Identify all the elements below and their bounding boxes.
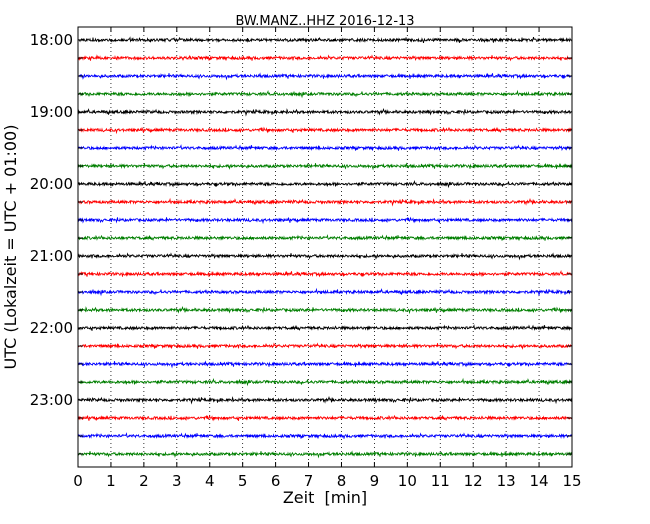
y-tick-label: 22:00 bbox=[30, 319, 73, 337]
x-tick-label: 4 bbox=[205, 472, 215, 490]
x-tick-label: 11 bbox=[431, 472, 450, 490]
trace-line bbox=[77, 89, 573, 99]
y-tick-label: 20:00 bbox=[30, 175, 73, 193]
trace-line bbox=[77, 234, 573, 241]
x-tick-label: 13 bbox=[497, 472, 516, 490]
trace-line bbox=[77, 395, 573, 405]
trace-line bbox=[77, 216, 573, 225]
x-axis-label: Zeit [min] bbox=[283, 488, 367, 507]
x-tick-label: 10 bbox=[398, 472, 417, 490]
trace-line bbox=[77, 144, 573, 152]
seismogram-traces bbox=[77, 36, 573, 459]
grid-lines bbox=[110, 27, 540, 467]
x-tick-label: 2 bbox=[139, 472, 149, 490]
y-tick-label: 23:00 bbox=[30, 391, 73, 409]
plot-frame bbox=[77, 26, 573, 468]
x-tick-label: 3 bbox=[172, 472, 182, 490]
trace-line bbox=[77, 360, 573, 369]
x-tick-label: 8 bbox=[337, 472, 347, 490]
trace-line bbox=[77, 287, 573, 297]
trace-line bbox=[77, 414, 573, 422]
axis-ticks: 0 1 2 3 4 5 6 7 8 9 10 11 12 13 14 1518:0019:0020:0021:… bbox=[30, 27, 582, 490]
x-tick-label: 12 bbox=[464, 472, 483, 490]
x-tick-label: 5 bbox=[238, 472, 248, 490]
x-tick-label: 15 bbox=[562, 472, 581, 490]
y-axis-label: UTC (Lokalzeit = UTC + 01:00) bbox=[1, 125, 20, 370]
trace-line bbox=[77, 54, 573, 62]
trace-line bbox=[77, 162, 573, 171]
y-tick-label: 18:00 bbox=[30, 31, 73, 49]
trace-line bbox=[77, 72, 573, 81]
trace-line bbox=[77, 324, 573, 331]
trace-line bbox=[77, 450, 573, 459]
trace-line bbox=[77, 377, 573, 387]
trace-line bbox=[78, 36, 573, 44]
trace-line bbox=[77, 270, 573, 278]
trace-line bbox=[77, 305, 573, 315]
x-tick-label: 1 bbox=[106, 472, 116, 490]
x-tick-label: 9 bbox=[370, 472, 380, 490]
y-tick-label: 19:00 bbox=[30, 103, 73, 121]
x-tick-label: 7 bbox=[304, 472, 314, 490]
trace-line bbox=[77, 180, 573, 189]
trace-line bbox=[77, 197, 573, 207]
x-tick-label: 14 bbox=[530, 472, 549, 490]
trace-line bbox=[77, 342, 573, 350]
trace-line bbox=[77, 107, 573, 117]
trace-line bbox=[77, 252, 573, 261]
x-tick-label: 0 bbox=[73, 472, 83, 490]
chart-title: BW.MANZ..HHZ 2016-12-13 bbox=[235, 14, 414, 29]
x-tick-label: 6 bbox=[271, 472, 281, 490]
trace-line bbox=[77, 126, 573, 135]
y-tick-label: 21:00 bbox=[30, 247, 73, 265]
trace-line bbox=[77, 432, 573, 440]
